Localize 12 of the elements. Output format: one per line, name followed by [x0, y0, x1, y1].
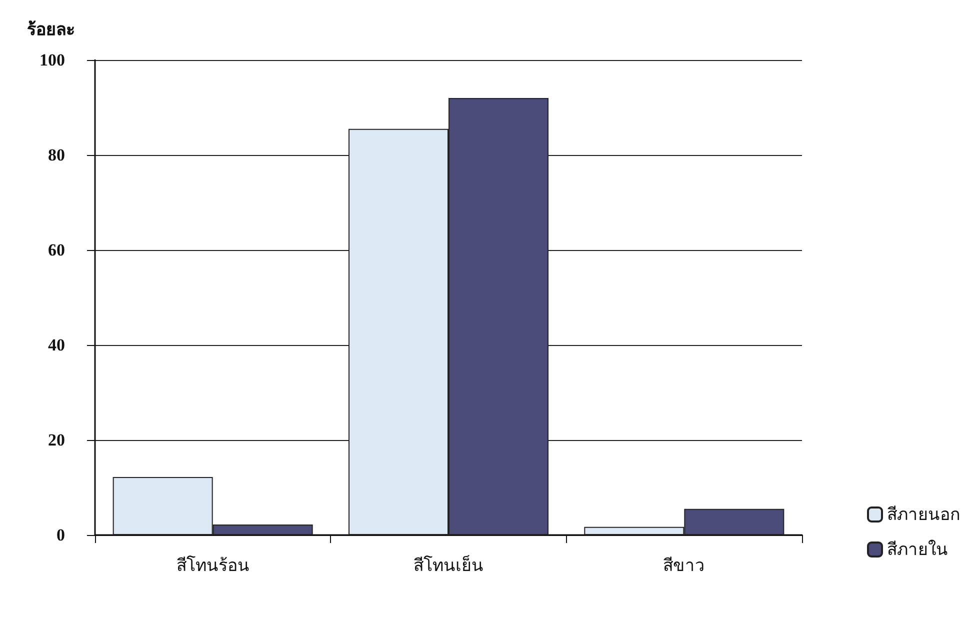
- y-tick-label: 80: [48, 146, 65, 164]
- y-tick-label: 0: [56, 526, 65, 544]
- y-tick-label: 40: [48, 336, 65, 354]
- y-tick-label: 60: [48, 240, 65, 260]
- x-tick-label: สีขาว: [663, 556, 706, 575]
- y-axis-title: ร้อยละ: [27, 20, 75, 39]
- x-tick-label: สีโทนร้อน: [176, 555, 250, 575]
- legend-label: สีภายใน: [887, 539, 948, 559]
- legend-label: สีภายนอก: [887, 505, 960, 524]
- x-tick-label: สีโทนเย็น: [414, 554, 484, 575]
- y-tick-label: 100: [40, 50, 65, 70]
- y-tick-label: 20: [48, 430, 65, 450]
